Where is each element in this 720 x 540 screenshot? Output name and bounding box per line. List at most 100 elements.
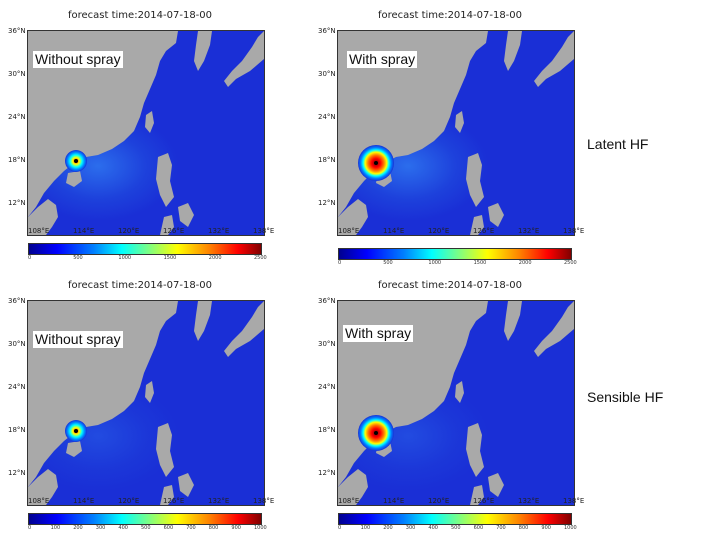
label-without-spray-bottom: Without spray — [33, 331, 123, 348]
land — [338, 469, 368, 505]
lon-tick-label: 132°E — [208, 227, 230, 235]
colorbar-tick-label: 100 — [50, 525, 61, 531]
typhoon-eye — [374, 161, 378, 165]
colorbar-tick-label: 0 — [28, 525, 32, 531]
lat-tick-label: 18°N — [8, 426, 26, 434]
lon-tick-label: 120°E — [118, 497, 140, 505]
colorbar-tick-label: 400 — [118, 525, 128, 531]
lon-tick-label: 138°E — [563, 227, 585, 235]
colorbar-tick-label: 2000 — [518, 260, 532, 266]
label-without-spray-top: Without spray — [33, 51, 123, 68]
land — [194, 301, 212, 341]
land — [66, 171, 82, 187]
colorbar-tick-label: 900 — [541, 525, 551, 531]
colorbar-tick-label: 200 — [383, 525, 393, 531]
colorbar-tick-label: 300 — [405, 525, 416, 531]
lon-tick-label: 126°E — [163, 497, 185, 505]
land — [178, 203, 194, 227]
lat-tick-label: 24°N — [8, 113, 26, 121]
lon-tick-label: 138°E — [253, 497, 275, 505]
lon-tick-label: 108°E — [338, 227, 360, 235]
lon-tick-label: 114°E — [73, 497, 95, 505]
lon-tick-label: 114°E — [383, 227, 405, 235]
land — [470, 215, 484, 235]
land — [28, 469, 58, 505]
lat-tick-label: 24°N — [318, 383, 336, 391]
lat-tick-label: 30°N — [318, 70, 336, 78]
colorbar-tick-label: 800 — [208, 525, 219, 531]
land — [488, 203, 504, 227]
lat-tick-label: 36°N — [8, 297, 26, 305]
land — [504, 31, 522, 71]
land — [28, 31, 178, 217]
lat-tick-label: 12°N — [8, 199, 26, 207]
colorbar-tick-label: 1000 — [118, 255, 132, 261]
land — [466, 423, 484, 477]
typhoon-eye — [74, 429, 78, 433]
lon-tick-label: 126°E — [473, 227, 495, 235]
colorbar-tick-label: 2500 — [254, 255, 267, 261]
panel-sensible-without-spray: forecast time:2014-07-18-00 36°N 30°N 24°N… — [0, 280, 280, 540]
land — [160, 215, 174, 235]
colorbar-tick-label: 0 — [338, 260, 342, 266]
land — [28, 199, 58, 235]
panel-title: forecast time:2014-07-18-00 — [377, 280, 523, 291]
colorbar-tick-label: 1000 — [564, 525, 577, 531]
map-latent-without-spray — [27, 30, 265, 236]
lat-tick-label: 30°N — [318, 340, 336, 348]
lat-tick-label: 18°N — [318, 156, 336, 164]
row-label-latent: Latent HF — [587, 136, 649, 152]
lat-tick-label: 36°N — [318, 27, 336, 35]
panel-title: forecast time:2014-07-18-00 — [67, 280, 213, 291]
panel-title: forecast time:2014-07-18-00 — [377, 10, 523, 21]
land — [145, 111, 154, 133]
panel-latent-without-spray: forecast time:2014-07-18-00 36°N 30°N 24°N… — [0, 10, 280, 270]
colorbar-tick-label: 2000 — [208, 255, 222, 261]
land — [455, 381, 464, 403]
colorbar-tick-label: 600 — [163, 525, 174, 531]
land — [338, 31, 488, 217]
panel-sensible-with-spray: forecast time:2014-07-18-00 36°N 30°N 24°N… — [310, 280, 590, 540]
colorbar-tick-label: 500 — [73, 255, 83, 261]
lat-tick-label: 30°N — [8, 340, 26, 348]
lat-tick-label: 12°N — [8, 469, 26, 477]
land — [534, 31, 574, 87]
colorbar-tick-label: 600 — [473, 525, 484, 531]
lat-tick-label: 36°N — [8, 27, 26, 35]
lat-tick-label: 18°N — [318, 426, 336, 434]
lon-tick-label: 120°E — [428, 227, 450, 235]
lon-tick-label: 114°E — [73, 227, 95, 235]
colorbar-tick-label: 0 — [338, 525, 342, 531]
lon-tick-label: 132°E — [518, 497, 540, 505]
map-svg — [28, 301, 264, 505]
colorbar-tick-label: 100 — [360, 525, 371, 531]
colorbar — [28, 513, 262, 525]
lat-tick-label: 24°N — [318, 113, 336, 121]
colorbar — [338, 248, 572, 260]
lon-tick-label: 132°E — [518, 227, 540, 235]
colorbar-tick-label: 500 — [451, 525, 461, 531]
land — [224, 31, 264, 87]
lon-tick-label: 132°E — [208, 497, 230, 505]
colorbar-tick-label: 1500 — [163, 255, 177, 261]
land — [224, 301, 264, 357]
land — [504, 301, 522, 341]
lat-tick-label: 18°N — [8, 156, 26, 164]
land — [156, 423, 174, 477]
colorbar-tick-label: 700 — [496, 525, 506, 531]
typhoon-eye — [74, 159, 78, 163]
typhoon-eye — [374, 431, 378, 435]
lon-tick-label: 114°E — [383, 497, 405, 505]
label-with-spray-top: With spray — [347, 51, 418, 68]
colorbar-tick-label: 1000 — [428, 260, 442, 266]
lon-tick-label: 126°E — [473, 497, 495, 505]
map-sensible-without-spray — [27, 300, 265, 506]
lat-tick-label: 24°N — [8, 383, 26, 391]
land — [145, 381, 154, 403]
lon-tick-label: 120°E — [118, 227, 140, 235]
colorbar — [28, 243, 262, 255]
land — [466, 153, 484, 207]
colorbar-tick-label: 400 — [428, 525, 438, 531]
land — [156, 153, 174, 207]
lat-tick-label: 36°N — [318, 297, 336, 305]
